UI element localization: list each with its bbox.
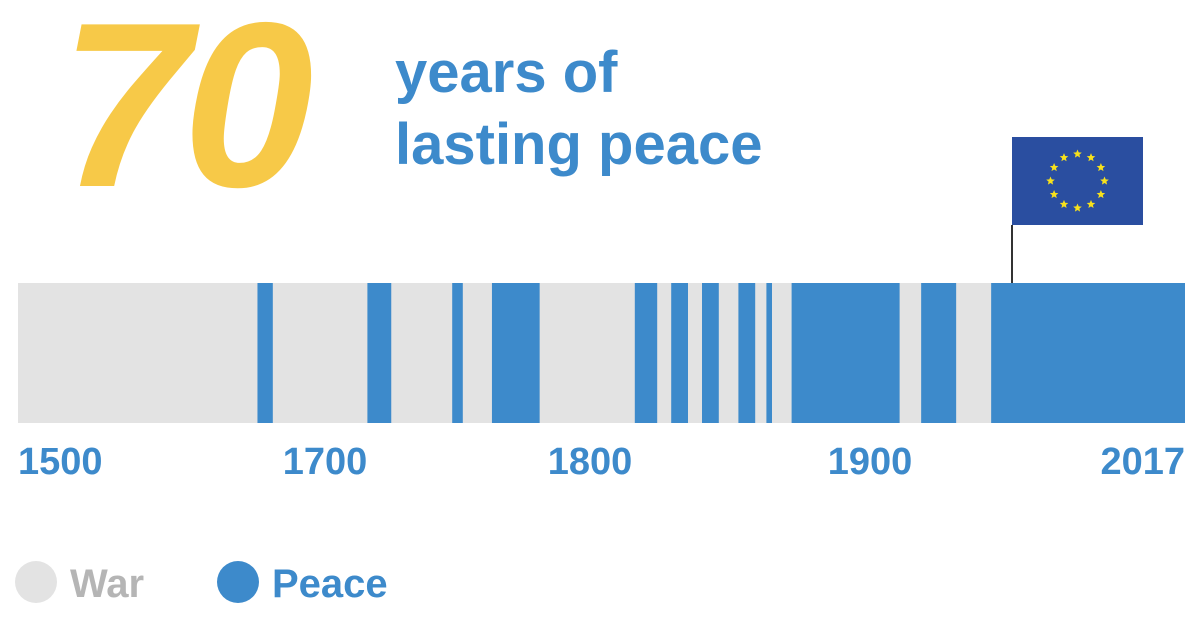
flag-star — [1086, 199, 1096, 208]
x-tick-label: 1700 — [283, 441, 368, 483]
flag-star — [1059, 199, 1069, 208]
flag-star — [1086, 153, 1096, 162]
x-tick-label: 1900 — [828, 441, 913, 483]
flag-star — [1096, 163, 1106, 172]
flag-star — [1059, 153, 1069, 162]
legend-swatch — [15, 561, 57, 603]
peace-period — [991, 283, 1185, 423]
title-line: lasting peace — [395, 112, 762, 177]
peace-period — [738, 283, 756, 423]
peace-period — [921, 283, 957, 423]
legend-label: War — [70, 562, 144, 606]
flag-star — [1100, 176, 1109, 185]
peace-period — [766, 283, 772, 423]
x-tick-label: 1500 — [18, 441, 103, 483]
peace-period — [671, 283, 688, 423]
x-tick-label: 1800 — [548, 441, 633, 483]
legend-swatch — [217, 561, 259, 603]
flag-star — [1073, 149, 1082, 158]
peace-period — [634, 283, 658, 423]
title-line: years of — [395, 40, 618, 105]
war-background — [18, 283, 1185, 423]
flag-star — [1096, 190, 1106, 199]
peace-period — [367, 283, 392, 423]
peace-period — [791, 283, 900, 423]
peace-period — [452, 283, 463, 423]
x-tick-label: 2017 — [1100, 441, 1185, 483]
big-number: 70 — [60, 0, 312, 236]
peace-period — [257, 283, 273, 423]
flag-star — [1049, 190, 1059, 199]
legend-label: Peace — [272, 562, 388, 606]
flag-star — [1046, 176, 1055, 185]
flag-star — [1049, 163, 1059, 172]
flag-star — [1073, 203, 1082, 212]
eu-flag — [1011, 137, 1143, 283]
peace-period — [702, 283, 719, 423]
peace-period — [491, 283, 540, 423]
